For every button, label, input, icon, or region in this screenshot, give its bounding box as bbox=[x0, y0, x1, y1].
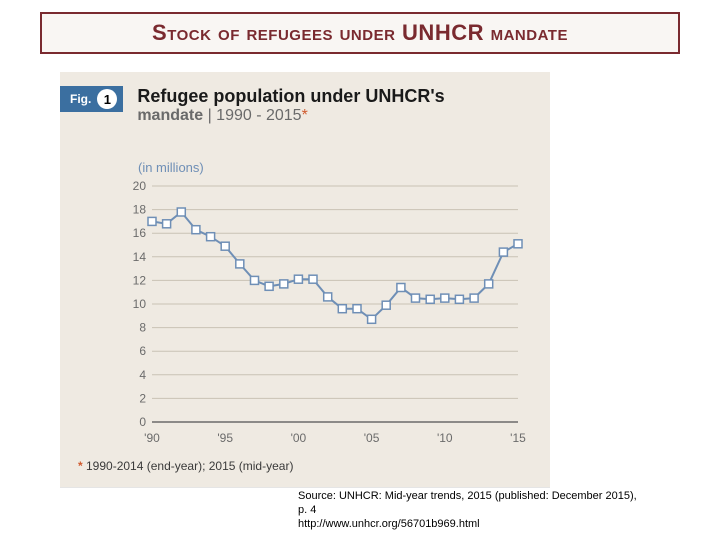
figure-number: 1 bbox=[97, 89, 117, 109]
svg-text:2: 2 bbox=[139, 391, 146, 405]
svg-text:18: 18 bbox=[133, 203, 147, 217]
slide: Stock of refugees under UNHCR mandate Fi… bbox=[0, 0, 720, 540]
svg-text:'10: '10 bbox=[437, 431, 453, 445]
source-line1: Source: UNHCR: Mid-year trends, 2015 (pu… bbox=[298, 490, 648, 518]
svg-text:0: 0 bbox=[139, 415, 146, 429]
figure-title-line2b: | 1990 - 2015 bbox=[203, 107, 301, 124]
svg-text:10: 10 bbox=[133, 297, 147, 311]
slide-title: Stock of refugees under UNHCR mandate bbox=[152, 20, 568, 45]
footnote-text: 1990-2014 (end-year); 2015 (mid-year) bbox=[83, 459, 294, 473]
svg-text:'95: '95 bbox=[217, 431, 233, 445]
source-line2: http://www.unhcr.org/56701b969.html bbox=[298, 518, 648, 532]
svg-text:'90: '90 bbox=[144, 431, 160, 445]
svg-text:'00: '00 bbox=[291, 431, 307, 445]
svg-text:4: 4 bbox=[139, 368, 146, 382]
svg-text:16: 16 bbox=[133, 226, 147, 240]
figure-title-line2a: mandate bbox=[137, 107, 203, 124]
figure-title: Refugee population under UNHCR's mandate… bbox=[137, 86, 444, 125]
svg-text:'05: '05 bbox=[364, 431, 380, 445]
figure-badge: Fig. 1 bbox=[60, 86, 123, 112]
y-axis-unit: (in millions) bbox=[138, 160, 204, 175]
figure-title-line1: Refugee population under UNHCR's bbox=[137, 86, 444, 107]
chart-plot: 0 2 4 6 8 10 12 14 16 18 20 '90 '95 '00 '05 '10 '15 bbox=[120, 180, 530, 450]
figure-footnote: * 1990-2014 (end-year); 2015 (mid-year) bbox=[78, 459, 293, 473]
figure-badge-label: Fig. bbox=[70, 92, 91, 106]
svg-text:12: 12 bbox=[133, 273, 147, 287]
source-citation: Source: UNHCR: Mid-year trends, 2015 (pu… bbox=[298, 490, 648, 531]
svg-text:20: 20 bbox=[133, 180, 147, 193]
svg-text:'15: '15 bbox=[510, 431, 526, 445]
slide-title-box: Stock of refugees under UNHCR mandate bbox=[40, 12, 680, 54]
svg-text:6: 6 bbox=[139, 344, 146, 358]
svg-text:14: 14 bbox=[133, 250, 147, 264]
svg-text:8: 8 bbox=[139, 321, 146, 335]
figure-title-star: * bbox=[302, 107, 308, 124]
figure-header: Fig. 1 Refugee population under UNHCR's … bbox=[60, 72, 550, 125]
figure-title-line2: mandate | 1990 - 2015* bbox=[137, 107, 444, 125]
figure-card: Fig. 1 Refugee population under UNHCR's … bbox=[60, 72, 550, 487]
